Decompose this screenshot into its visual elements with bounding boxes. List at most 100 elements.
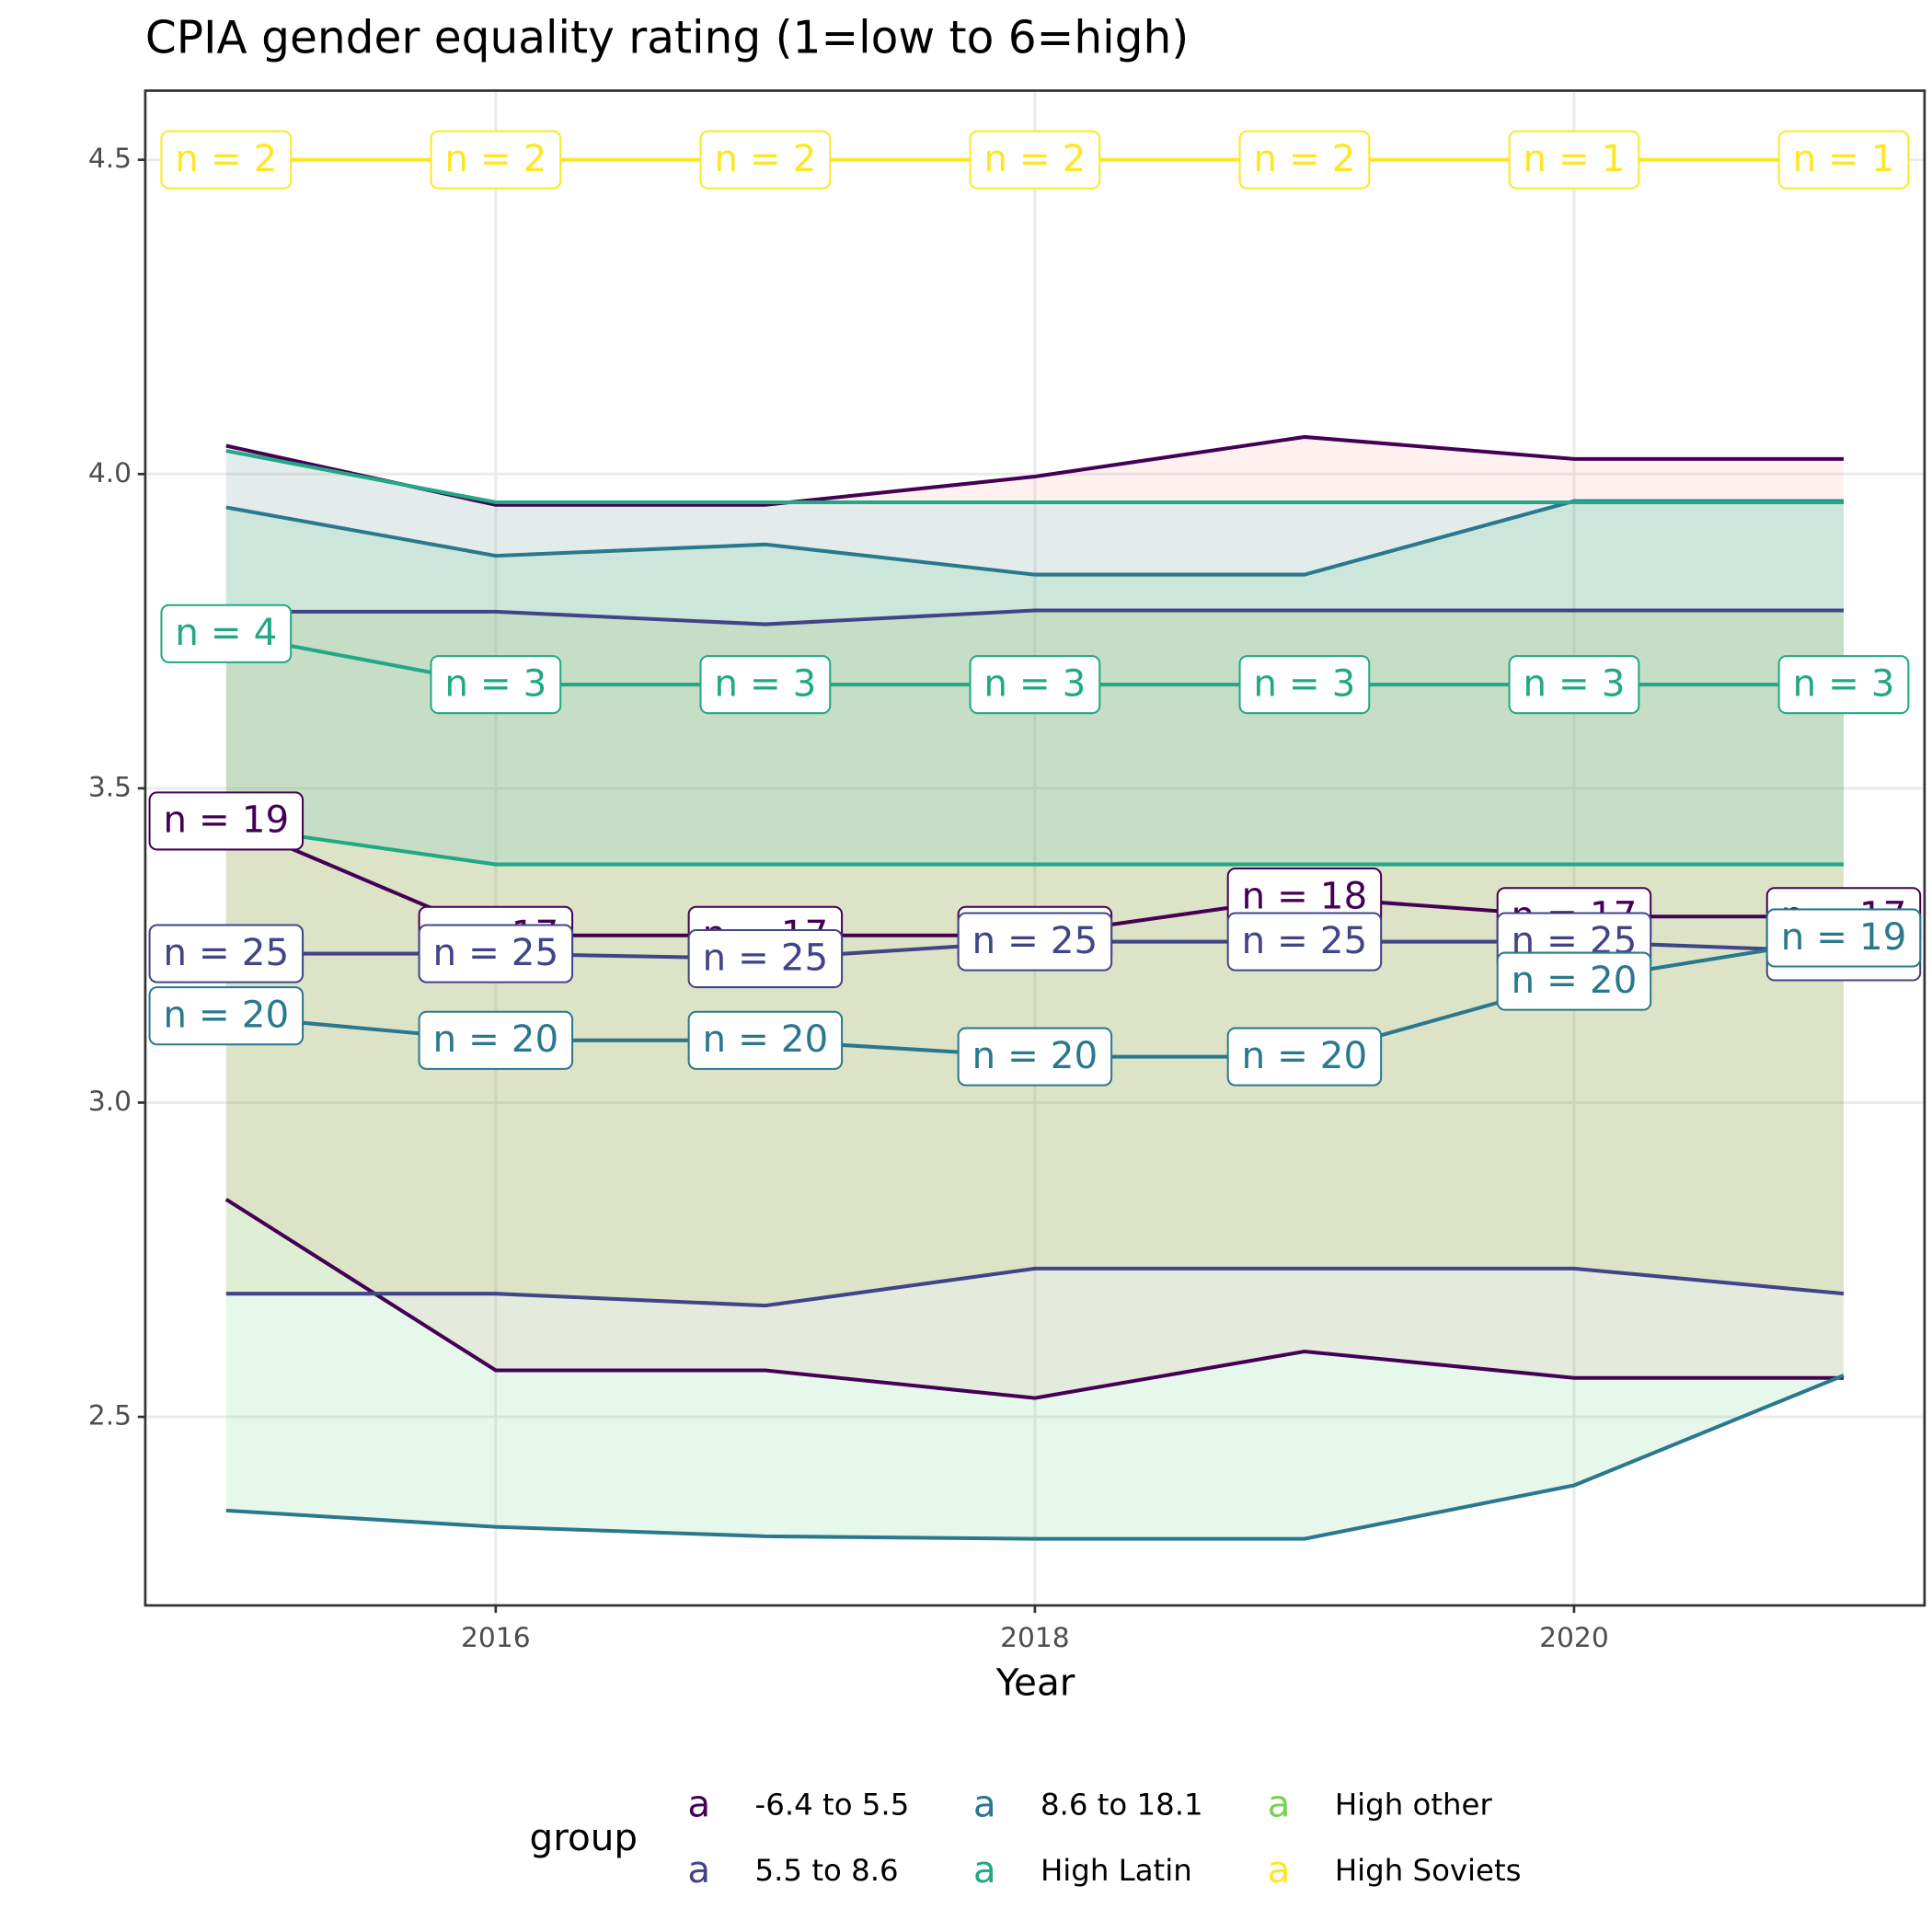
label-box xyxy=(430,130,562,190)
range-line xyxy=(225,608,1844,627)
label-text: n = 20 xyxy=(702,1017,828,1061)
legend-label: High other xyxy=(1335,1788,1493,1823)
count-label: n = 25 xyxy=(1226,912,1383,972)
label-box xyxy=(1508,655,1640,715)
label-text: n = 20 xyxy=(972,1033,1098,1077)
label-text: n = 2 xyxy=(444,136,546,180)
count-label: n = 2 xyxy=(699,130,832,190)
count-label: n = 3 xyxy=(1777,655,1910,715)
count-label: n = 2 xyxy=(1238,130,1371,190)
label-box xyxy=(148,924,305,983)
range-line xyxy=(224,1197,1844,1400)
legend-key: a xyxy=(687,1847,710,1892)
label-box xyxy=(687,1010,844,1070)
count-label: n = 20 xyxy=(957,1027,1113,1087)
count-label: n = 3 xyxy=(430,655,562,715)
label-text: n = 1 xyxy=(1792,136,1894,180)
count-label: n = 25 xyxy=(687,928,844,989)
count-label: n = 3 xyxy=(969,655,1101,715)
label-text: n = 20 xyxy=(432,1017,558,1061)
label-text: n = 4 xyxy=(175,610,277,654)
y-tick-label: 4.5 xyxy=(88,143,132,175)
count-label: n = 20 xyxy=(1496,951,1652,1011)
label-text: n = 20 xyxy=(163,993,289,1037)
count-label: n = 25 xyxy=(957,912,1113,972)
plot: CPIA gender equality rating (1=low to 6=… xyxy=(88,13,1926,1892)
label-text: n = 20 xyxy=(1242,1033,1368,1077)
count-label: n = 3 xyxy=(1508,655,1640,715)
y-tick-label: 3.0 xyxy=(88,1086,132,1118)
range-line xyxy=(225,449,1844,505)
legend-key: a xyxy=(1268,1847,1291,1892)
label-box xyxy=(969,655,1101,715)
label-text: n = 25 xyxy=(432,930,558,974)
label-text: n = 2 xyxy=(1253,136,1355,180)
label-box xyxy=(160,130,293,190)
count-label: n = 4 xyxy=(160,604,293,663)
x-tick-label: 2016 xyxy=(461,1622,531,1654)
y-tick-label: 3.5 xyxy=(88,771,132,803)
label-box xyxy=(1226,1027,1383,1087)
range-line xyxy=(225,1266,1845,1308)
range-line xyxy=(225,823,1844,867)
legend-key: a xyxy=(973,1782,996,1826)
label-box xyxy=(1508,130,1640,190)
y-tick-label: 2.5 xyxy=(88,1400,132,1432)
legend-key: a xyxy=(1268,1782,1291,1826)
count-label: n = 18 xyxy=(1226,868,1383,927)
count-label: n = 2 xyxy=(160,130,293,190)
label-box xyxy=(1226,912,1383,972)
chart-title: CPIA gender equality rating (1=low to 6=… xyxy=(145,13,1189,64)
count-label: n = 20 xyxy=(1226,1027,1383,1087)
count-label: n = 20 xyxy=(148,986,305,1046)
label-box xyxy=(699,130,832,190)
y-tick-label: 4.0 xyxy=(88,457,132,489)
panel-border xyxy=(144,89,1926,1607)
count-label: n = 25 xyxy=(418,924,574,983)
label-box xyxy=(1238,130,1371,190)
label-box xyxy=(957,1027,1113,1087)
label-text: n = 25 xyxy=(702,935,828,979)
legend-label: 5.5 to 8.6 xyxy=(755,1853,899,1888)
count-label: n = 25 xyxy=(148,924,305,983)
count-label: n = 19 xyxy=(148,791,305,851)
legend-label: High Latin xyxy=(1041,1853,1192,1888)
count-label: n = 2 xyxy=(430,130,562,190)
label-box xyxy=(1238,655,1371,715)
label-box xyxy=(1777,655,1910,715)
label-text: n = 25 xyxy=(163,930,289,974)
label-box xyxy=(1765,908,1922,968)
count-label: n = 2 xyxy=(969,130,1101,190)
ribbon xyxy=(225,500,1844,1539)
label-text: n = 25 xyxy=(1242,918,1368,962)
range-line xyxy=(225,434,1844,507)
label-text: n = 19 xyxy=(163,798,289,842)
count-label: n = 20 xyxy=(687,1010,844,1070)
label-text: n = 2 xyxy=(983,136,1086,180)
label-box xyxy=(687,928,844,989)
label-text: n = 19 xyxy=(1781,914,1907,959)
x-axis-title: Year xyxy=(995,1660,1075,1704)
label-text: n = 25 xyxy=(972,918,1098,962)
count-label: n = 1 xyxy=(1508,130,1640,190)
label-text: n = 3 xyxy=(983,661,1086,705)
legend-key: a xyxy=(687,1782,710,1826)
label-text: n = 2 xyxy=(175,136,277,180)
label-box xyxy=(430,655,562,715)
label-box xyxy=(418,1010,574,1070)
x-tick-label: 2020 xyxy=(1539,1622,1609,1654)
label-box xyxy=(957,912,1113,972)
label-box xyxy=(148,986,305,1046)
count-label: n = 1 xyxy=(1777,130,1910,190)
label-text: n = 3 xyxy=(1792,661,1894,705)
label-box xyxy=(969,130,1101,190)
label-text: n = 3 xyxy=(444,661,546,705)
count-label: n = 20 xyxy=(418,1010,574,1070)
legend-label: 8.6 to 18.1 xyxy=(1041,1788,1203,1823)
legend-title: group xyxy=(530,1815,638,1859)
legend-key: a xyxy=(973,1847,996,1892)
label-box xyxy=(1777,130,1910,190)
count-label: n = 19 xyxy=(1765,908,1922,968)
label-box xyxy=(699,655,832,715)
